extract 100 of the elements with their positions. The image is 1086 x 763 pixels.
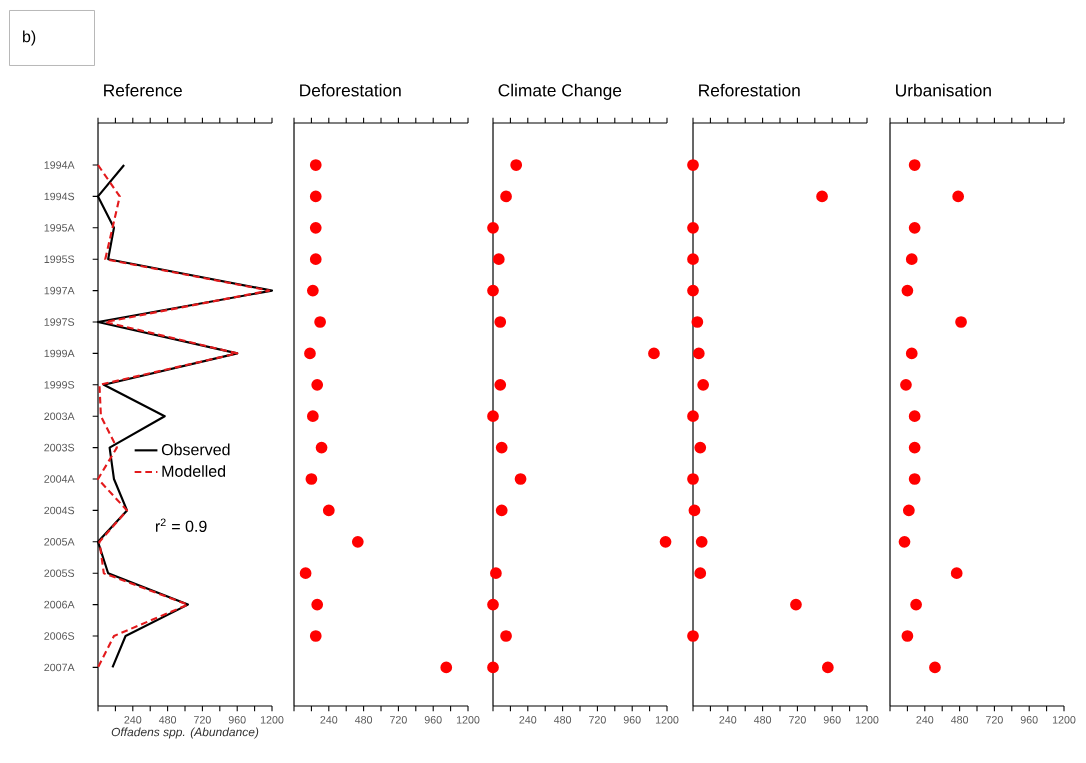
point — [688, 504, 701, 517]
point — [311, 378, 324, 391]
x-tick-label: 1200 — [655, 716, 679, 724]
y-tick-label: 2004S — [44, 506, 75, 515]
annotation: r$^{2}$ = 0.9 — [155, 518, 207, 532]
point — [494, 316, 507, 328]
point — [687, 473, 699, 485]
x-tick-label: 1200 — [1052, 716, 1076, 724]
point — [697, 378, 710, 391]
point — [910, 598, 922, 611]
x-tick-label: 720 — [589, 716, 606, 724]
point — [898, 535, 911, 548]
point — [487, 284, 499, 297]
point — [687, 630, 699, 642]
point — [900, 378, 912, 391]
point — [314, 316, 326, 328]
point — [905, 347, 918, 360]
point — [648, 347, 660, 360]
point — [309, 253, 322, 266]
point — [500, 190, 512, 203]
x-tick-label: 240 — [124, 716, 142, 724]
y-tick-label: 1994S — [44, 192, 75, 201]
point — [821, 661, 834, 674]
point — [495, 504, 508, 517]
point — [816, 190, 828, 203]
point — [494, 378, 507, 391]
point — [952, 190, 965, 203]
point — [902, 504, 915, 517]
x-tick-label: 240 — [320, 716, 338, 724]
point — [351, 535, 364, 548]
x-tick-label: 960 — [823, 716, 841, 724]
point — [490, 567, 502, 580]
point — [322, 504, 335, 517]
legend-label: Modelled — [162, 465, 226, 477]
y-tick-label: 1995S — [44, 255, 75, 263]
point — [309, 630, 322, 642]
point — [687, 221, 699, 234]
x-tick-label: 480 — [753, 716, 772, 724]
point — [905, 253, 918, 266]
point — [306, 284, 319, 297]
x-tick-label: 1200 — [855, 716, 879, 724]
point — [487, 661, 499, 674]
point — [500, 630, 512, 642]
point — [694, 567, 707, 580]
point — [691, 316, 704, 328]
point — [908, 473, 921, 485]
point — [790, 598, 802, 611]
chart-title: Reference — [104, 83, 182, 97]
x-tick-label: 480 — [950, 716, 969, 724]
x-tick-label: 1200 — [260, 716, 284, 724]
point — [304, 347, 316, 360]
point — [687, 410, 699, 423]
x-tick-label: 960 — [1020, 716, 1038, 724]
y-tick-label: 1995A — [44, 224, 75, 232]
point — [514, 473, 527, 485]
y-tick-label: 2003S — [44, 443, 75, 452]
point — [687, 253, 699, 266]
point — [901, 630, 914, 642]
chart-title: Climate Change — [498, 83, 622, 100]
x-tick-label: 960 — [228, 716, 246, 724]
point — [908, 221, 921, 234]
point — [440, 661, 453, 674]
y-tick-label: 2007A — [44, 663, 75, 672]
y-tick-label: 2004A — [44, 475, 75, 483]
point — [311, 598, 324, 611]
point — [955, 316, 967, 328]
x-tick-label: 720 — [390, 716, 407, 724]
y-tick-label: 1999S — [44, 381, 75, 389]
point — [901, 284, 914, 297]
point — [299, 567, 312, 580]
point — [309, 190, 322, 203]
y-tick-label: 2005S — [44, 569, 75, 577]
y-tick-label: 2005A — [44, 538, 75, 546]
x-tick-label: 960 — [623, 716, 641, 724]
point — [487, 598, 499, 611]
x-tick-label: 720 — [986, 716, 1003, 724]
point — [929, 661, 941, 674]
point — [908, 441, 921, 454]
point — [306, 410, 319, 423]
point — [309, 221, 322, 234]
point — [492, 253, 505, 266]
chart-title: Deforestation — [300, 83, 401, 97]
point — [510, 159, 523, 171]
chart-title: Urbanisation — [896, 83, 991, 97]
y-tick-label: 1994A — [44, 161, 75, 169]
point — [487, 221, 499, 234]
x-tick-label: 480 — [553, 716, 572, 724]
point — [305, 473, 318, 485]
point — [659, 535, 672, 548]
y-tick-label: 2006A — [44, 600, 75, 609]
x-tick-label: 720 — [194, 716, 211, 724]
point — [695, 535, 708, 548]
point — [687, 284, 699, 297]
x-axis-title: Offadens spp. (Abundance) — [111, 727, 259, 739]
point — [315, 441, 328, 454]
x-tick-label: 240 — [519, 716, 537, 724]
point — [908, 410, 921, 423]
x-tick-label: 720 — [789, 716, 806, 724]
x-tick-label: 480 — [158, 716, 177, 724]
point — [687, 159, 699, 171]
